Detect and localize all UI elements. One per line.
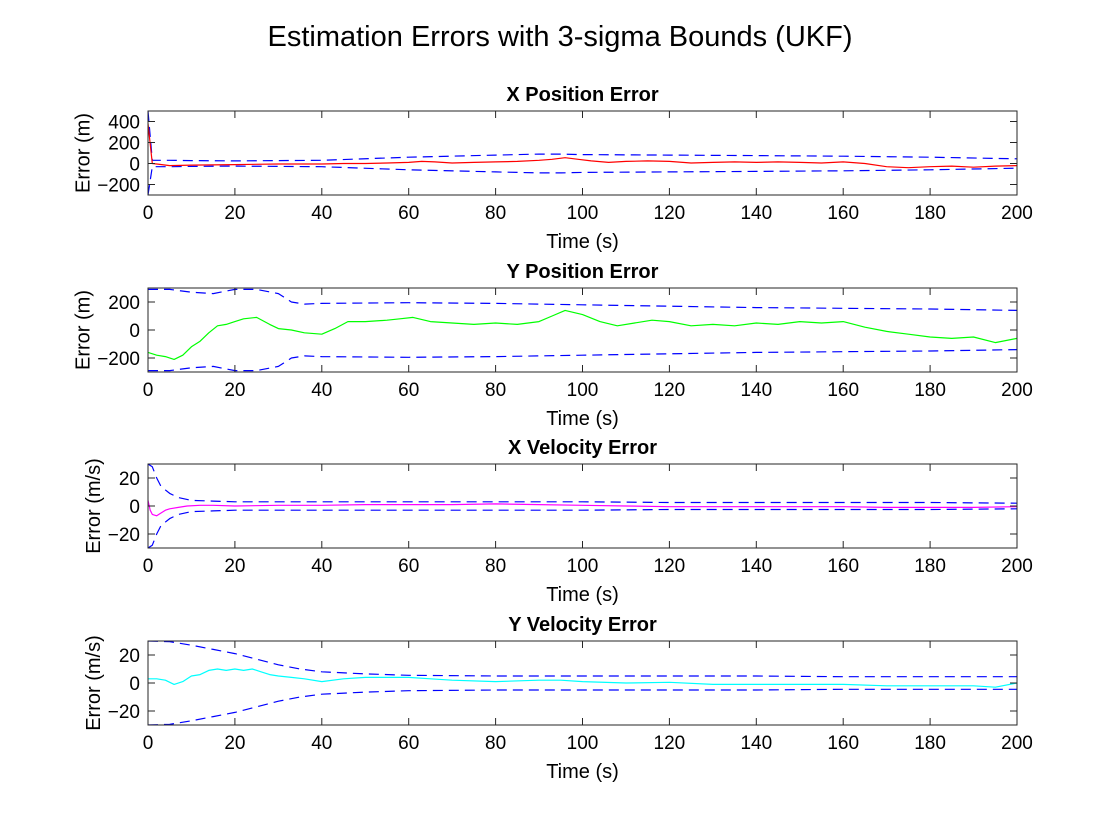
x-tick-label: 120 bbox=[654, 556, 686, 577]
x-tick-label: 20 bbox=[224, 380, 245, 401]
x-position-error-subplot: X Position Error 0 20 40 60 80 100 120 140 160 180… bbox=[73, 84, 1033, 253]
x-tick-label: 80 bbox=[485, 733, 506, 754]
x-tick-label: 140 bbox=[740, 556, 772, 577]
y-position-error-subplot: Y Position Error 0 20 40 60 80 100 120 140 160 180… bbox=[73, 261, 1033, 430]
x-tick-label: 100 bbox=[567, 556, 599, 577]
plot-area bbox=[148, 288, 1017, 372]
x-tick-label: 0 bbox=[143, 380, 154, 401]
y-velocity-error-subplot: Y Velocity Error 0 20 40 60 80 100 120 140 160 180… bbox=[83, 614, 1033, 783]
x-tick-label: 40 bbox=[311, 556, 332, 577]
x-tick-label: 120 bbox=[654, 733, 686, 754]
x-tick-label: 120 bbox=[654, 380, 686, 401]
x-tick-label: 200 bbox=[1001, 733, 1033, 754]
x-tick-label: 80 bbox=[485, 556, 506, 577]
x-tick-label: 0 bbox=[143, 203, 154, 224]
subplot-title: X Position Error bbox=[506, 84, 658, 106]
y-tick-label: 200 bbox=[108, 293, 140, 314]
y-tick-label: 0 bbox=[129, 155, 140, 176]
x-tick-label: 200 bbox=[1001, 203, 1033, 224]
error-line bbox=[148, 309, 1017, 360]
y-tick-label: 0 bbox=[129, 674, 140, 695]
x-tick-label: 60 bbox=[398, 733, 419, 754]
x-tick-label: 20 bbox=[224, 733, 245, 754]
series-group bbox=[148, 641, 1017, 725]
y-tick-label: −200 bbox=[97, 349, 140, 370]
x-tick-label: 60 bbox=[398, 556, 419, 577]
x-axis-label: Time (s) bbox=[546, 408, 619, 430]
y-tick-label: 200 bbox=[108, 134, 140, 155]
x-tick-label: 180 bbox=[914, 203, 946, 224]
x-tick-label: 160 bbox=[827, 203, 859, 224]
x-tick-label: 60 bbox=[398, 380, 419, 401]
y-axis-label: Error (m) bbox=[73, 113, 95, 193]
x-tick-label: 40 bbox=[311, 203, 332, 224]
x-tick-label: 160 bbox=[827, 556, 859, 577]
error-line bbox=[148, 123, 1017, 169]
upper-bound-line bbox=[148, 464, 1017, 504]
x-axis-label: Time (s) bbox=[546, 584, 619, 606]
error-line bbox=[148, 500, 1017, 517]
upper-bound-line bbox=[148, 111, 1017, 162]
subplot-title: Y Position Error bbox=[507, 261, 659, 283]
x-tick-label: 20 bbox=[224, 203, 245, 224]
x-tick-label: 120 bbox=[654, 203, 686, 224]
lower-bound-line bbox=[148, 688, 1017, 725]
plot-area bbox=[148, 464, 1017, 548]
y-axis-label: Error (m/s) bbox=[83, 458, 105, 554]
x-tick-label: 180 bbox=[914, 733, 946, 754]
y-axis-label: Error (m) bbox=[73, 290, 95, 370]
y-tick-label: −200 bbox=[97, 176, 140, 197]
subplot-title: Y Velocity Error bbox=[508, 614, 657, 636]
x-tick-label: 160 bbox=[827, 380, 859, 401]
x-tick-label: 80 bbox=[485, 380, 506, 401]
x-tick-label: 100 bbox=[567, 203, 599, 224]
subplot-title: X Velocity Error bbox=[508, 437, 657, 459]
series-group bbox=[148, 288, 1017, 372]
x-axis-label: Time (s) bbox=[546, 231, 619, 253]
x-tick-label: 20 bbox=[224, 556, 245, 577]
lower-bound-line bbox=[148, 165, 1017, 195]
plot-area bbox=[148, 111, 1017, 195]
x-tick-label: 180 bbox=[914, 556, 946, 577]
figure-title: Estimation Errors with 3-sigma Bounds (U… bbox=[268, 21, 853, 53]
x-tick-label: 160 bbox=[827, 733, 859, 754]
y-tick-label: 0 bbox=[129, 497, 140, 518]
x-tick-label: 140 bbox=[740, 380, 772, 401]
series-group bbox=[148, 111, 1017, 195]
upper-bound-line bbox=[148, 641, 1017, 678]
x-tick-label: 200 bbox=[1001, 556, 1033, 577]
x-velocity-error-subplot: X Velocity Error 0 20 40 60 80 100 120 140 160 180… bbox=[83, 437, 1033, 606]
x-tick-label: 100 bbox=[567, 380, 599, 401]
upper-bound-line bbox=[148, 288, 1017, 311]
x-axis-label: Time (s) bbox=[546, 761, 619, 783]
y-tick-label: 0 bbox=[129, 321, 140, 342]
lower-bound-line bbox=[148, 349, 1017, 372]
x-tick-label: 60 bbox=[398, 203, 419, 224]
lower-bound-line bbox=[148, 508, 1017, 548]
subplots: X Position Error 0 20 40 60 80 100 120 140 160 180… bbox=[73, 84, 1033, 783]
series-group bbox=[148, 464, 1017, 548]
x-tick-label: 140 bbox=[740, 733, 772, 754]
x-tick-label: 80 bbox=[485, 203, 506, 224]
y-tick-label: −20 bbox=[108, 702, 140, 723]
x-tick-label: 40 bbox=[311, 380, 332, 401]
x-tick-label: 0 bbox=[143, 733, 154, 754]
y-tick-label: −20 bbox=[108, 525, 140, 546]
plot-area bbox=[148, 641, 1017, 725]
x-tick-label: 180 bbox=[914, 380, 946, 401]
y-tick-label: 400 bbox=[108, 113, 140, 134]
x-tick-label: 200 bbox=[1001, 380, 1033, 401]
y-tick-label: 20 bbox=[119, 469, 140, 490]
error-line bbox=[148, 668, 1017, 688]
y-axis-label: Error (m/s) bbox=[83, 635, 105, 731]
x-tick-label: 140 bbox=[740, 203, 772, 224]
x-tick-label: 0 bbox=[143, 556, 154, 577]
x-tick-label: 100 bbox=[567, 733, 599, 754]
x-tick-label: 40 bbox=[311, 733, 332, 754]
y-tick-label: 20 bbox=[119, 646, 140, 667]
